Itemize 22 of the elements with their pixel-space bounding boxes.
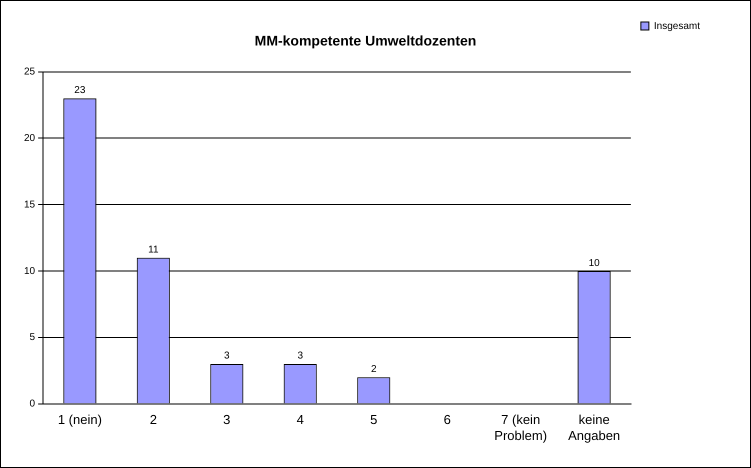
data-label: 3	[224, 350, 230, 362]
y-tick-label: 25	[24, 66, 36, 78]
y-tick-label: 20	[24, 132, 36, 144]
data-label: 3	[297, 350, 304, 362]
y-tick-label: 5	[30, 332, 36, 344]
x-tick-label: 6	[444, 412, 451, 428]
data-label: 2	[370, 364, 377, 375]
x-tick-label: 5	[370, 412, 378, 428]
x-tick-label: keine Angaben	[568, 412, 620, 443]
y-tick-label: 0	[30, 398, 36, 410]
x-tick-label: 3	[223, 412, 230, 428]
chart-title: MM-kompetente Umweltdozenten	[254, 32, 476, 48]
x-tick-label: 7 (kein Problem)	[494, 412, 548, 443]
x-tick-label: 2	[150, 412, 157, 428]
data-label: 11	[148, 244, 159, 256]
legend-label: Insgesamt	[654, 20, 700, 32]
x-tick-label: 4	[296, 412, 304, 428]
y-tick-label: 15	[24, 199, 36, 210]
data-label: 23	[74, 85, 86, 96]
data-label: 10	[588, 258, 600, 269]
y-tick-label: 10	[24, 266, 36, 277]
x-tick-label: 1 (nein)	[58, 412, 102, 428]
